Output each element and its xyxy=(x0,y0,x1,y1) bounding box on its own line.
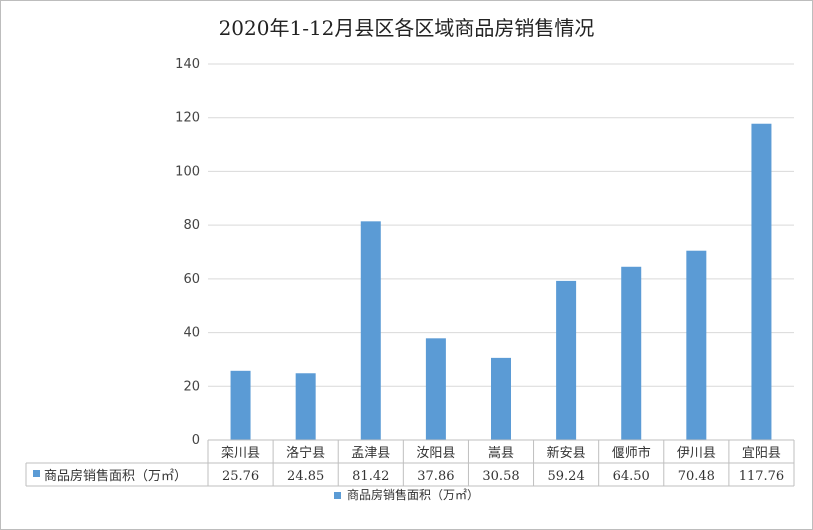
data-value-label: 70.48 xyxy=(678,469,715,484)
category-label: 伊川县 xyxy=(677,446,716,461)
chart-title: 2020年1-12月县区各区域商品房销售情况 xyxy=(218,16,595,40)
data-value-label: 30.58 xyxy=(482,469,519,484)
data-value-label: 24.85 xyxy=(287,469,324,484)
category-label: 新安县 xyxy=(547,445,586,461)
y-tick-label: 20 xyxy=(183,379,200,394)
table-row-label: 商品房销售面积（万㎡） xyxy=(44,468,187,484)
bar xyxy=(686,250,707,440)
data-value-label: 37.86 xyxy=(417,469,454,484)
bar xyxy=(360,221,381,440)
data-value-label: 25.76 xyxy=(222,469,259,484)
y-tick-label: 80 xyxy=(183,218,200,233)
bar xyxy=(751,123,772,440)
y-tick-label: 140 xyxy=(175,57,200,72)
legend-swatch xyxy=(333,492,341,499)
bar xyxy=(295,373,316,440)
legend-label: 商品房销售面积（万㎡） xyxy=(346,488,479,502)
bar xyxy=(230,370,251,440)
bar xyxy=(425,338,446,440)
bar xyxy=(621,266,642,440)
y-tick-label: 100 xyxy=(175,164,200,179)
legend: 商品房销售面积（万㎡） xyxy=(0,486,813,503)
bar xyxy=(556,280,577,440)
y-tick-label: 120 xyxy=(175,111,200,126)
y-tick-label: 0 xyxy=(192,433,200,448)
data-value-label: 64.50 xyxy=(613,469,650,484)
data-value-label: 59.24 xyxy=(548,469,585,484)
data-value-label: 117.76 xyxy=(739,469,785,484)
category-label: 宜阳县 xyxy=(742,446,781,461)
bar xyxy=(491,357,511,440)
y-tick-label: 60 xyxy=(183,272,200,287)
category-label: 偃师市 xyxy=(612,445,651,461)
category-label: 孟津县 xyxy=(351,446,390,461)
table-legend-swatch xyxy=(33,470,40,477)
y-tick-label: 40 xyxy=(183,326,200,341)
category-label: 嵩县 xyxy=(488,446,514,461)
category-label: 洛宁县 xyxy=(286,445,325,461)
category-label: 汝阳县 xyxy=(416,446,455,461)
data-value-label: 81.42 xyxy=(352,469,389,484)
category-label: 栾川县 xyxy=(221,445,260,461)
